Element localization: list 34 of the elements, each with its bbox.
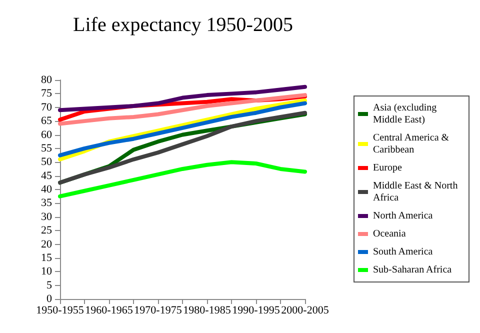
- y-tick-label: 0: [46, 293, 52, 305]
- y-tick-label: 60: [41, 128, 52, 141]
- x-tick-label: 1980-1985: [183, 304, 232, 316]
- y-tick-label: 40: [41, 184, 52, 196]
- legend-label: Oceania: [373, 228, 406, 240]
- legend-label: Europe: [373, 162, 402, 174]
- y-tick-label: 25: [41, 224, 52, 237]
- legend-label: Middle East & North Africa: [373, 180, 460, 204]
- legend-label: South America: [373, 246, 434, 258]
- y-tick-label: 5: [46, 279, 52, 292]
- y-tick-label: 50: [41, 156, 52, 168]
- y-tick-label: 75: [41, 88, 52, 100]
- legend-label: Central America & Caribbean: [373, 132, 452, 156]
- y-tick-label: 15: [41, 252, 52, 264]
- y-tick-label: 55: [41, 142, 52, 154]
- y-tick-label: 35: [41, 197, 52, 210]
- legend-label: Asia (excluding Middle East): [373, 102, 440, 126]
- y-tick-label: 45: [41, 170, 52, 182]
- y-tick-label: 10: [41, 266, 52, 278]
- x-tick-label: 1950-1955: [36, 304, 84, 316]
- y-tick-label: 65: [41, 115, 52, 128]
- x-tick-label: 1960-1965: [85, 304, 134, 316]
- y-tick-label: 70: [41, 101, 52, 114]
- chart-title: Life expectancy 1950-2005: [73, 14, 293, 36]
- x-tick-label: 2000-2005: [281, 304, 330, 316]
- x-tick-label: 1970-1975: [134, 304, 182, 316]
- x-tick-label: 1990-1995: [232, 304, 280, 316]
- legend-label: Sub-Saharan Africa: [373, 264, 452, 276]
- line-series: [58, 160, 307, 198]
- line-series: [58, 84, 307, 112]
- y-tick-label: 30: [41, 210, 52, 223]
- y-tick-label: 20: [41, 238, 52, 250]
- y-tick-label: 80: [41, 74, 52, 86]
- legend-label: North America: [373, 210, 434, 222]
